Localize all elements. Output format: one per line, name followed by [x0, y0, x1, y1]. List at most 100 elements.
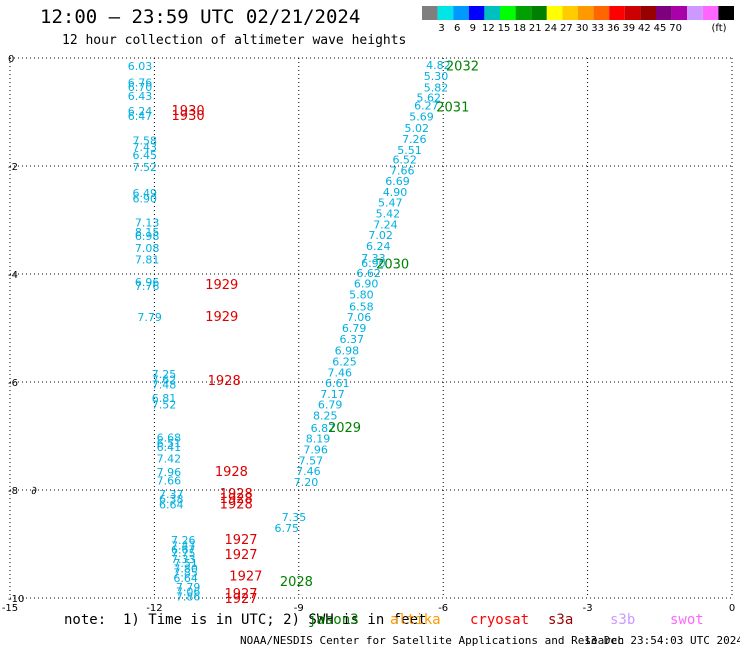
- wave-height-label: 4.82: [426, 59, 451, 72]
- wave-height-label: 6.43: [128, 90, 153, 103]
- colorbar-swatch: [609, 6, 625, 20]
- chart-subtitle: 12 hour collection of altimeter wave hei…: [62, 33, 407, 48]
- colorbar-tick-label: 24: [544, 23, 557, 34]
- wave-height-label: 7.62: [152, 373, 177, 386]
- colorbar-swatch: [624, 6, 641, 20]
- wave-height-label: 6.64: [173, 572, 198, 585]
- wave-height-label: 7.46: [296, 465, 321, 478]
- wave-height-label: 6.70: [128, 81, 153, 94]
- chart-title: 12:00 — 23:59 UTC 02/21/2024: [40, 6, 361, 28]
- wave-height-label: 6.98: [335, 345, 360, 358]
- x-tick-label: -3: [583, 603, 593, 614]
- cryosat-time-label: 1928: [220, 492, 253, 507]
- wave-height-label: 7.75: [171, 547, 196, 560]
- cryosat-time-label: 1930: [172, 104, 205, 119]
- wave-height-label: 6.96: [135, 276, 160, 289]
- cryosat-time-label: 1928: [208, 374, 241, 389]
- colorbar-swatch: [578, 6, 594, 20]
- wave-height-label: 7.20: [294, 476, 319, 489]
- wave-height-label: 6.90: [354, 278, 379, 291]
- wave-height-label: 6.24: [366, 240, 391, 253]
- wave-height-label: 7.58: [133, 135, 158, 148]
- colorbar-tick-label: 9: [470, 23, 476, 34]
- colorbar-swatch: [422, 6, 438, 20]
- cryosat-time-label: 1929: [205, 310, 238, 325]
- colorbar-swatch: [718, 6, 734, 20]
- wave-height-label: 7.26: [171, 534, 196, 547]
- x-tick-label: 0: [729, 603, 735, 614]
- cryosat-time-label: 1927: [224, 533, 257, 548]
- colorbar-tick-label: 36: [607, 23, 620, 34]
- wave-height-label: 7.47: [171, 540, 196, 553]
- colorbar-tick-label: 27: [560, 23, 573, 34]
- colorbar-swatch: [702, 6, 719, 20]
- wave-height-label: 6.87: [311, 422, 336, 435]
- wave-height-label: 7.66: [390, 164, 415, 177]
- wave-height-label: 7.06: [347, 311, 372, 324]
- cryosat-time-label: 1927: [224, 587, 257, 602]
- wave-height-label: 5.62: [417, 91, 442, 104]
- wave-height-label: 7.08: [135, 242, 160, 255]
- colorbar-tick-label: 6: [454, 23, 460, 34]
- colorbar-tick-label: 12: [482, 23, 495, 34]
- wave-height-label: 8.19: [306, 433, 331, 446]
- credit-text: NOAA/NESDIS Center for Satellite Applica…: [240, 634, 625, 647]
- colorbar-swatch: [593, 6, 610, 20]
- wave-height-label: 7.96: [303, 444, 328, 457]
- wave-height-label: 7.79: [137, 311, 162, 324]
- wave-height-label: 7.25: [152, 368, 177, 381]
- wave-height-label: 7.85: [173, 567, 198, 580]
- cryosat-time-label: 1930: [172, 109, 205, 124]
- wave-height-label: 7.81: [135, 253, 160, 266]
- wave-height-label: 7.33: [171, 553, 196, 566]
- chart-axes: -15 -12 -9 -6 -3 0 0 -2 -4 -6 -8 -10: [2, 54, 735, 614]
- wave-height-label: 6.75: [275, 522, 300, 535]
- wave-height-label: 6.90: [361, 257, 386, 270]
- x-tick-label: -12: [146, 603, 162, 614]
- wave-height-label: 6.61: [325, 377, 350, 390]
- wave-height-label: 8.15: [135, 226, 160, 239]
- wave-height-label: 5.02: [404, 122, 429, 135]
- wave-height-label: 6.68: [157, 432, 182, 445]
- wave-height-label: 7.52: [152, 399, 177, 412]
- wave-height-label: 6.27: [414, 100, 439, 113]
- wave-height-label: 6.67: [171, 543, 196, 556]
- wave-height-label: 7.80: [173, 562, 198, 575]
- colorbar-swatch: [671, 6, 688, 20]
- wave-height-label: 7.06: [176, 586, 201, 599]
- wave-height-label: 6.90: [133, 192, 158, 205]
- wave-height-label: 5.42: [376, 208, 401, 221]
- wave-height-label: 5.69: [409, 110, 434, 123]
- colorbar-tick-label: 30: [576, 23, 589, 34]
- wave-height-label: 6.52: [392, 154, 417, 167]
- wave-height-label: 6.64: [159, 499, 184, 512]
- wave-height-label: 6.49: [133, 187, 158, 200]
- wave-height-label: 7.24: [373, 218, 398, 231]
- cryosat-time-label: 1927: [224, 548, 257, 563]
- cryosat-time-label: 1927: [224, 592, 257, 607]
- y-tick-label: -4: [8, 270, 18, 281]
- colorbar-swatch: [484, 6, 500, 20]
- wave-height-label: 8.25: [313, 409, 338, 422]
- x-tick-label: -15: [2, 603, 18, 614]
- wave-height-label: 6.41: [157, 441, 182, 454]
- colorbar-swatch: [546, 6, 563, 20]
- wave-height-label: 6.51: [157, 437, 182, 450]
- wave-height-label: 6.45: [133, 149, 158, 162]
- jason3-time-label: 2031: [436, 101, 469, 116]
- chart-marks: 6.036.766.706.436.246.477.587.436.457.52…: [31, 59, 479, 607]
- colorbar-swatch: [640, 6, 656, 20]
- wave-height-label: 7.52: [133, 161, 158, 174]
- timestamp-text: 13 Dec 23:54:03 UTC 2024: [584, 634, 740, 647]
- footnote: note: 1) Time is in UTC; 2) SWH is in fe…: [64, 612, 427, 628]
- wave-height-label: 7.46: [327, 366, 352, 379]
- jason3-time-label: 2030: [376, 257, 409, 272]
- wave-height-label: 6.69: [385, 175, 410, 188]
- wave-height-label: 7.66: [157, 474, 182, 487]
- wave-height-label: 4.90: [383, 186, 408, 199]
- colorbar-tick-label: 33: [591, 23, 604, 34]
- wave-height-label: 7.86: [176, 590, 201, 603]
- satellite-legend: jason3 altika cryosat s3a s3b swot: [0, 612, 740, 632]
- wave-height-label: 7.96: [157, 466, 182, 479]
- legend-item-jason3: jason3: [308, 612, 359, 628]
